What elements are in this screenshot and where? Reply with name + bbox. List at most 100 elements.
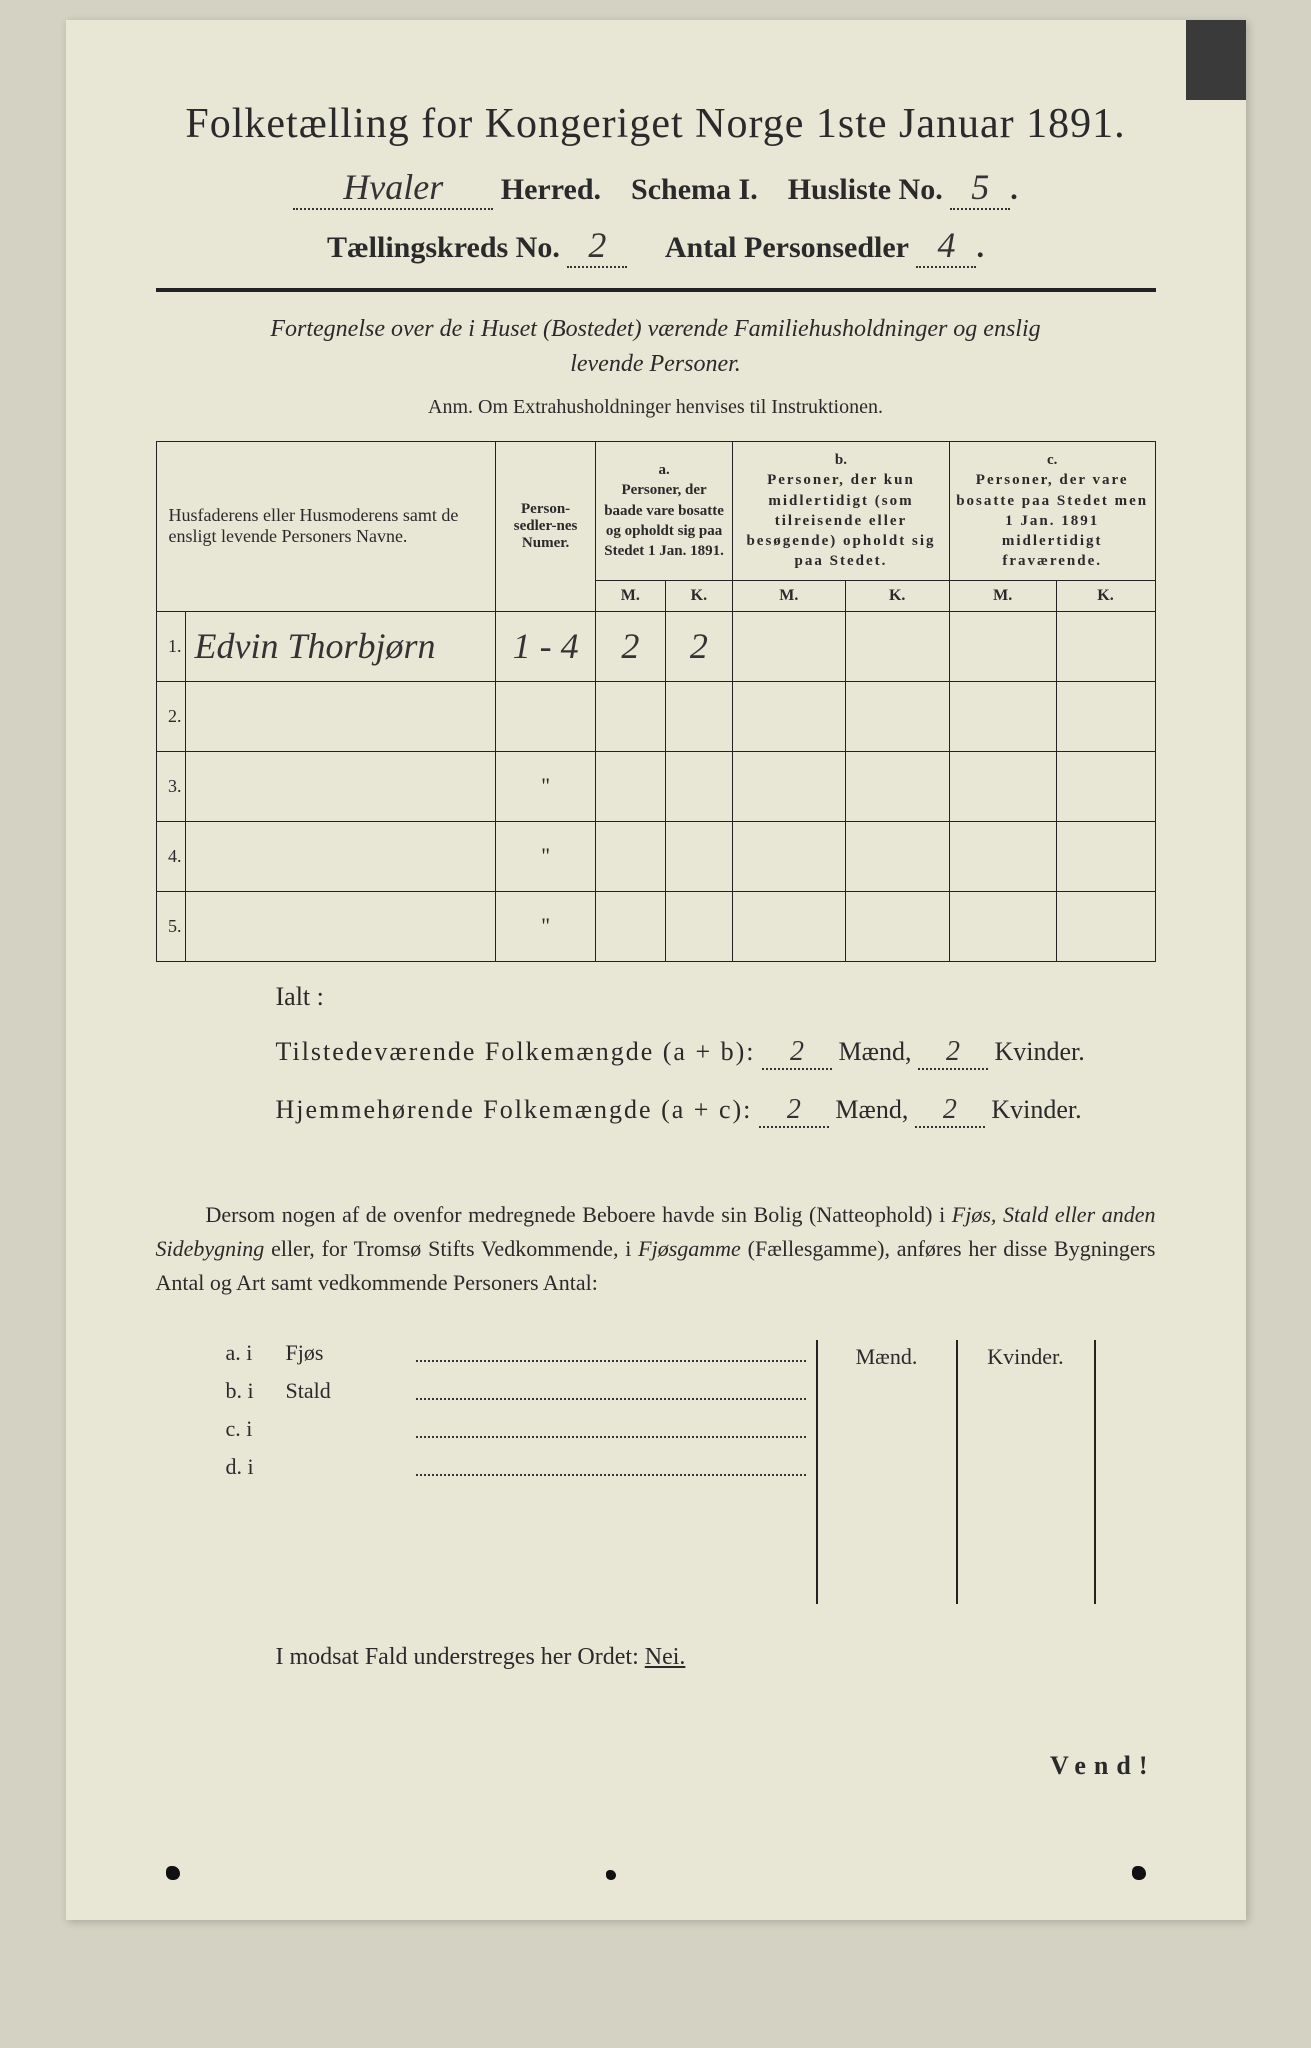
ink-blot (166, 1866, 180, 1880)
dotted-fill (416, 1436, 806, 1438)
row-a-k (665, 681, 732, 751)
resident-men: 2 (759, 1094, 829, 1128)
row-b-k (845, 821, 949, 891)
row-c-k (1056, 891, 1155, 961)
col-c: c. Personer, der vare bosatte paa Stedet… (949, 442, 1155, 581)
row-b-m (733, 751, 846, 821)
row-number: 2. (156, 681, 186, 751)
col-b-m: M. (733, 580, 846, 611)
dotted-fill (416, 1474, 806, 1476)
col-names: Husfaderens eller Husmoderens samt de en… (156, 442, 496, 612)
antal-label: Antal Personsedler (665, 231, 909, 264)
nei-line: I modsat Fald understreges her Ordet: Ne… (276, 1644, 1156, 1671)
ialt-label: Ialt : (276, 982, 1156, 1012)
col-numer: Person-sedler-nes Numer. (496, 442, 596, 612)
row-a-k (665, 891, 732, 961)
row-c-k (1056, 821, 1155, 891)
col-b: b. Personer, der kun midlertidigt (som t… (733, 442, 950, 581)
row-c-m (949, 821, 1056, 891)
husliste-value: 5 (950, 166, 1010, 210)
antal-value: 4 (916, 224, 976, 268)
annotation-line: Anm. Om Extrahusholdninger henvises til … (156, 396, 1156, 419)
summary-line-2: Hjemmehørende Folkemængde (a + c): 2 Mæn… (276, 1094, 1156, 1128)
present-men: 2 (762, 1036, 832, 1070)
row-a-k: 2 (665, 611, 732, 681)
row-name (186, 891, 496, 961)
building-letter: a. i (226, 1340, 286, 1366)
row-b-k (845, 611, 949, 681)
col-c-m: M. (949, 580, 1056, 611)
summary-line-1: Tilstedeværende Folkemængde (a + b): 2 M… (276, 1036, 1156, 1070)
building-row: d. i (226, 1454, 816, 1480)
building-letter: b. i (226, 1378, 286, 1404)
row-b-m (733, 681, 846, 751)
col-a-m: M. (596, 580, 666, 611)
row-c-m (949, 751, 1056, 821)
ink-blot (1132, 1866, 1146, 1880)
row-c-m (949, 611, 1056, 681)
kreds-label: Tællingskreds No. (327, 231, 560, 264)
row-numer: " (496, 821, 596, 891)
row-b-m (733, 821, 846, 891)
row-b-k (845, 681, 949, 751)
row-b-m (733, 891, 846, 961)
dotted-fill (416, 1398, 806, 1400)
row-a-m (596, 751, 666, 821)
header-line-herred: Hvaler Herred. Schema I. Husliste No. 5. (156, 166, 1156, 210)
row-a-m: 2 (596, 611, 666, 681)
row-a-k (665, 821, 732, 891)
table-row: 5." (156, 891, 1155, 961)
row-b-m (733, 611, 846, 681)
page-title: Folketælling for Kongeriget Norge 1ste J… (156, 100, 1156, 148)
present-women: 2 (918, 1036, 988, 1070)
col-a: a. Personer, der baade vare bosatte og o… (596, 442, 733, 581)
col-c-k: K. (1056, 580, 1155, 611)
row-number: 3. (156, 751, 186, 821)
row-a-m (596, 681, 666, 751)
census-form-page: Folketælling for Kongeriget Norge 1ste J… (66, 20, 1246, 1920)
household-table: Husfaderens eller Husmoderens samt de en… (156, 441, 1156, 962)
row-name: Edvin Thorbjørn (186, 611, 496, 681)
subtitle-line2: levende Personer. (156, 351, 1156, 378)
row-c-k (1056, 751, 1155, 821)
corner-dark-band (1186, 20, 1246, 100)
row-c-k (1056, 681, 1155, 751)
row-numer (496, 681, 596, 751)
building-letter: c. i (226, 1416, 286, 1442)
row-name (186, 821, 496, 891)
row-number: 1. (156, 611, 186, 681)
herred-label: Herred. (501, 173, 601, 206)
row-c-m (949, 891, 1056, 961)
mk-men-cell (816, 1374, 956, 1604)
row-number: 4. (156, 821, 186, 891)
subtitle-line1: Fortegnelse over de i Huset (Bostedet) v… (156, 316, 1156, 343)
divider-top (156, 288, 1156, 292)
row-c-k (1056, 611, 1155, 681)
table-row: 4. " (156, 821, 1155, 891)
building-kind: Stald (286, 1378, 406, 1404)
mk-men-header: Mænd. (816, 1340, 956, 1374)
row-numer: " (496, 751, 596, 821)
table-row: 2. (156, 681, 1155, 751)
mk-women-header: Kvinder. (956, 1340, 1096, 1374)
building-row: c. i (226, 1416, 816, 1442)
row-name (186, 751, 496, 821)
nei-word: Nei. (645, 1644, 686, 1670)
header-line-kreds: Tællingskreds No. 2 Antal Personsedler 4… (156, 224, 1156, 268)
table-row: 1.Edvin Thorbjørn1 - 422 (156, 611, 1155, 681)
ink-blot (606, 1870, 616, 1880)
row-a-k (665, 751, 732, 821)
husliste-label: Husliste No. (788, 173, 943, 206)
mk-women-cell (956, 1374, 1096, 1604)
row-a-m (596, 891, 666, 961)
row-numer: 1 - 4 (496, 611, 596, 681)
resident-women: 2 (915, 1094, 985, 1128)
buildings-section: a. iFjøsb. iStaldc. i d. i Mænd. Kvinder. (156, 1320, 1156, 1604)
table-row: 3. " (156, 751, 1155, 821)
outbuilding-paragraph: Dersom nogen af de ovenfor medregnede Be… (156, 1198, 1156, 1300)
row-name (186, 681, 496, 751)
building-letter: d. i (226, 1454, 286, 1480)
building-kind: Fjøs (286, 1340, 406, 1366)
kreds-value: 2 (567, 224, 627, 268)
row-b-k (845, 751, 949, 821)
